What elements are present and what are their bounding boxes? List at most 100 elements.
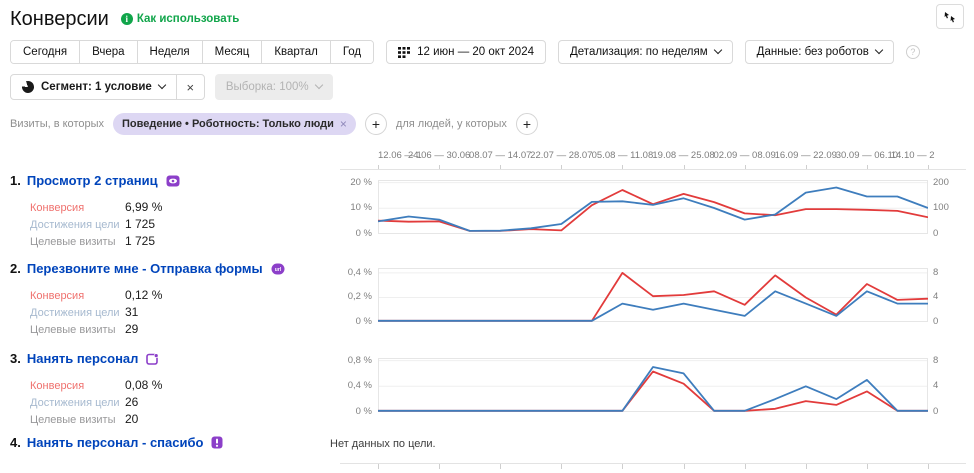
y-axis-label: 0 % — [355, 406, 372, 417]
how-to-use-link[interactable]: i Как использовать — [120, 13, 239, 25]
y-axis-left: 20 % 10 % 0 % — [340, 173, 378, 261]
conversion-value: 0,08 % — [125, 378, 163, 392]
people-condition-label: для людей, у которых — [395, 118, 507, 130]
period-year-button[interactable]: Год — [330, 41, 374, 63]
goal-number: 1. — [10, 173, 21, 188]
goal-info-1: 1. Просмотр 2 страниц Конверсия 6,99 % Д… — [10, 173, 340, 251]
x-axis-tick — [805, 165, 807, 170]
target-visits-value: 20 — [125, 412, 139, 426]
x-axis-label: 05.08 — 11.08 — [591, 150, 654, 161]
x-axis-tick — [866, 165, 868, 170]
goal-title-link[interactable]: Просмотр 2 страниц — [26, 173, 158, 188]
period-quarter-button[interactable]: Квартал — [262, 41, 331, 63]
x-axis-tick — [378, 464, 379, 469]
chip-close-icon[interactable]: × — [339, 117, 347, 131]
goal-row-1: 1. Просмотр 2 страниц Конверсия 6,99 % Д… — [10, 173, 974, 261]
data-filter-dropdown[interactable]: Данные: без роботов — [744, 40, 894, 64]
granularity-dropdown[interactable]: Детализация: по неделям — [558, 40, 733, 64]
series-line-goal-reaches — [378, 186, 928, 232]
y-axis-label: 0 — [933, 316, 939, 327]
y-axis-label: 0,2 % — [347, 291, 372, 303]
date-range-label: 12 июн — 20 окт 2024 — [417, 46, 534, 58]
y-axis-label: 0 — [933, 406, 939, 417]
x-axis-tick — [378, 165, 379, 170]
x-axis-tick — [561, 165, 563, 170]
x-axis-label: 08.07 — 14.07 — [469, 150, 532, 161]
period-week-button[interactable]: Неделя — [137, 41, 203, 63]
y-axis-label: 4 — [933, 291, 939, 303]
goal-chart-plot[interactable] — [378, 173, 928, 234]
goal-type-event-icon — [146, 352, 160, 365]
chart-canvas[interactable] — [378, 358, 928, 412]
chart-canvas[interactable] — [378, 268, 928, 322]
series-line-conversion — [378, 189, 928, 232]
x-axis-tick — [805, 464, 807, 469]
segment-label: Сегмент: 1 условие — [41, 81, 152, 93]
x-axis-label: 02.09 — 08.09 — [713, 150, 776, 161]
stat-row: Целевые визиты 29 — [30, 322, 340, 339]
stat-row: Целевые визиты 20 — [30, 412, 340, 429]
stat-row: Целевые визиты 1 725 — [30, 234, 340, 251]
goal-number: 4. — [10, 435, 21, 450]
target-visits-value: 1 725 — [125, 234, 156, 248]
goal-chart-plot[interactable] — [378, 261, 928, 322]
add-people-condition-button[interactable]: + — [515, 113, 538, 135]
quick-access-button[interactable] — [936, 4, 964, 29]
help-question-icon[interactable]: ? — [905, 45, 920, 59]
period-today-button[interactable]: Сегодня — [11, 41, 81, 63]
target-visits-label: Целевые визиты — [30, 236, 116, 248]
y-axis-label: 0 % — [355, 316, 372, 327]
plot-border — [378, 358, 928, 412]
conversion-label: Конверсия — [30, 380, 85, 392]
goal-title-link[interactable]: Нанять персонал — [26, 351, 139, 366]
y-axis-label: 8 — [933, 266, 939, 278]
sampling-dropdown[interactable]: Выборка: 100% — [214, 74, 333, 100]
period-yesterday-button[interactable]: Вчера — [80, 41, 138, 63]
info-icon: i — [120, 13, 133, 25]
x-axis-tick — [928, 464, 929, 469]
series-line-goal-reaches — [378, 366, 928, 412]
date-range-button[interactable]: 12 июн — 20 окт 2024 — [386, 40, 546, 64]
y-axis-label: 8 — [933, 354, 939, 366]
segment-clear-button[interactable]: × — [175, 75, 204, 99]
double-cursor-icon — [944, 11, 955, 22]
goal-type-exclamation-icon — [211, 436, 223, 449]
y-axis-left: 0,4 % 0,2 % 0 % — [340, 261, 378, 351]
add-visits-condition-button[interactable]: + — [364, 113, 387, 135]
series-line-goal-reaches — [378, 290, 928, 322]
goal-chart-plot[interactable] — [378, 351, 928, 412]
period-month-button[interactable]: Месяц — [202, 41, 263, 63]
chevron-down-icon — [713, 45, 722, 55]
achievements-value: 1 725 — [125, 217, 156, 231]
calendar-grid-icon — [398, 46, 411, 58]
goal-row-3: 3. Нанять персонал Конверсия 0,08 % Дост… — [10, 351, 974, 435]
series-line-conversion — [378, 370, 928, 412]
chart-canvas[interactable] — [378, 180, 928, 234]
y-axis-label: 0,8 % — [347, 354, 372, 366]
x-axis-tick — [500, 464, 502, 469]
goal-title-link[interactable]: Перезвоните мне - Отправка формы — [26, 261, 263, 276]
x-axis-tick — [744, 464, 746, 469]
x-axis-tick — [561, 464, 563, 469]
stat-row: Достижения цели 1 725 — [30, 217, 340, 234]
goal-row-2: 2. Перезвоните мне - Отправка формы url … — [10, 261, 974, 351]
y-axis-label: 0 % — [355, 228, 372, 239]
y-axis-right: 8 4 0 — [928, 351, 974, 435]
segment-dropdown[interactable]: Сегмент: 1 условие — [11, 75, 176, 99]
robots-filter-chip[interactable]: Поведение • Роботность: Только люди × — [113, 113, 356, 135]
x-axis-tick — [500, 165, 502, 170]
x-axis-tick — [928, 165, 929, 170]
filter-bar: Визиты, в которых Поведение • Роботность… — [10, 112, 974, 136]
target-visits-label: Целевые визиты — [30, 324, 116, 336]
goal-info-3: 3. Нанять персонал Конверсия 0,08 % Дост… — [10, 351, 340, 429]
y-axis-label: 10 % — [350, 202, 372, 214]
sampling-label: Выборка: 100% — [225, 81, 309, 93]
x-axis-top: 12.06 — 1 24.06 — 30.06 08.07 — 14.07 22.07… — [10, 148, 974, 170]
achievements-value: 26 — [125, 395, 139, 409]
x-axis-tick — [866, 464, 868, 469]
data-filter-label: Данные: без роботов — [756, 46, 869, 58]
goal-title-link[interactable]: Нанять персонал - спасибо — [26, 435, 204, 450]
achievements-label: Достижения цели — [30, 307, 120, 319]
